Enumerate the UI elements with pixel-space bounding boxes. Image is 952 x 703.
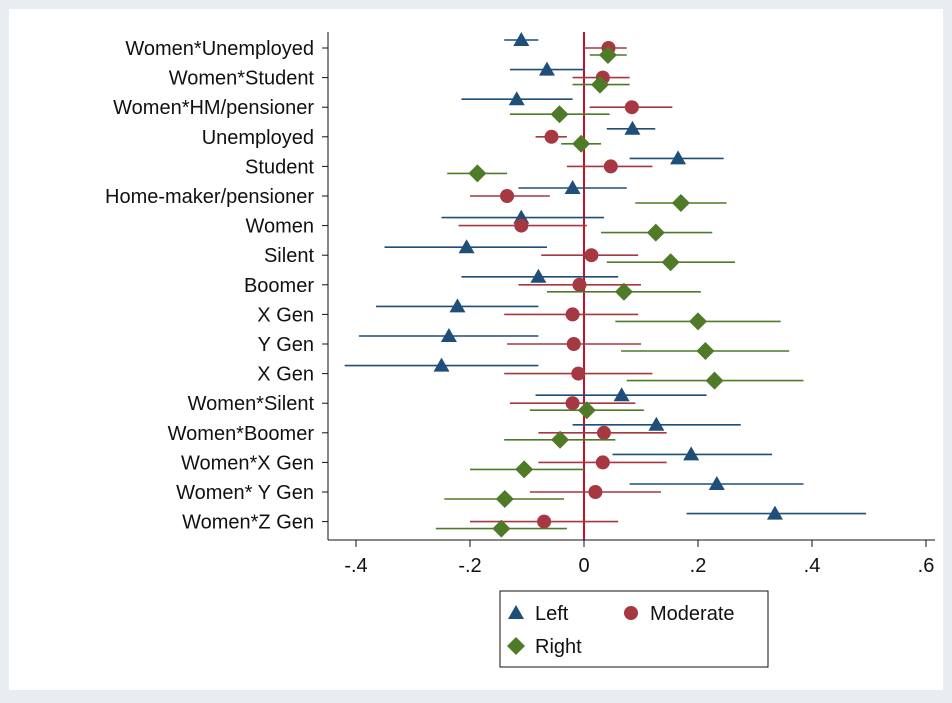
series-layer (344, 32, 867, 538)
data-point (670, 150, 687, 165)
data-point (708, 476, 725, 490)
y-tick-label: Women*Unemployed (125, 38, 314, 60)
data-point (572, 134, 591, 153)
data-point (646, 223, 665, 242)
legend-item-moderate: Moderate (624, 603, 735, 625)
data-point (572, 277, 587, 292)
data-point (595, 455, 610, 470)
x-tick-label: .4 (804, 555, 821, 577)
data-point (449, 298, 466, 313)
y-tick-label: Women*X Gen (181, 452, 314, 474)
data-point (566, 337, 581, 351)
data-point (530, 268, 547, 283)
x-tick-label: -.4 (344, 555, 367, 577)
legend-item-right: Right (507, 636, 582, 658)
data-point (495, 490, 514, 508)
data-point (564, 180, 581, 194)
data-point (671, 194, 690, 212)
y-tick-label: Women* Y Gen (176, 482, 314, 504)
data-point (661, 253, 680, 272)
data-point (624, 120, 641, 135)
data-point (584, 248, 599, 263)
data-point (596, 425, 611, 440)
y-tick-label: Y Gen (258, 334, 314, 356)
y-tick-label: X Gen (257, 304, 314, 326)
x-axis: -.4 -.2 0 .2 .4 .6 (328, 539, 935, 577)
data-point (577, 401, 596, 420)
y-tick-label: Women (245, 216, 314, 238)
y-tick-label: Home-maker/pensioner (105, 186, 314, 208)
data-point (514, 218, 529, 233)
data-point (613, 387, 630, 402)
y-tick-label: Boomer (244, 275, 314, 297)
y-tick-label: Silent (264, 245, 314, 267)
data-point (508, 91, 525, 106)
y-tick-label: Women*HM/pensioner (113, 97, 314, 119)
x-tick-label: -.2 (458, 555, 481, 577)
data-point (492, 519, 511, 538)
data-point (603, 159, 618, 174)
data-point (538, 61, 555, 76)
legend-box (499, 590, 769, 668)
legend-label: Right (535, 636, 582, 658)
y-tick-label: Women*Z Gen (182, 512, 314, 534)
data-point (705, 371, 724, 390)
data-point (683, 446, 700, 461)
x-tick-label: .6 (918, 555, 935, 577)
x-tick-label: .2 (690, 555, 707, 577)
legend-triangle-marker (508, 605, 524, 619)
legend-circle-marker (624, 606, 638, 620)
legend-item-left: Left (508, 603, 569, 625)
x-tick-label: 0 (578, 555, 589, 577)
data-point (551, 430, 570, 449)
data-point (571, 366, 586, 381)
data-point (433, 357, 450, 372)
y-axis: Women*Unemployed Women*Student Women*HM/pe… (105, 32, 329, 540)
data-point (513, 32, 530, 46)
data-point (588, 485, 603, 499)
y-tick-label: Student (245, 156, 314, 178)
data-point (766, 505, 783, 520)
data-point (440, 328, 457, 342)
data-point (689, 312, 707, 331)
data-point (500, 189, 515, 203)
data-point (565, 307, 580, 322)
data-point (614, 282, 633, 301)
legend-diamond-marker (507, 637, 525, 655)
data-point (648, 416, 665, 431)
y-tick-label: Women*Silent (188, 393, 315, 415)
y-tick-label: Women*Student (169, 68, 315, 90)
data-point (544, 129, 559, 144)
data-point (550, 105, 569, 124)
data-point (468, 164, 487, 183)
data-point (598, 46, 617, 64)
data-point (458, 239, 475, 254)
legend-label: Left (535, 603, 569, 625)
legend-label: Moderate (650, 603, 735, 625)
plot-area (9, 9, 943, 690)
data-point (515, 460, 534, 479)
data-point (537, 514, 552, 529)
data-point (565, 396, 580, 411)
y-tick-label: Women*Boomer (168, 423, 315, 445)
data-point (590, 75, 609, 94)
data-point (624, 100, 639, 115)
data-point (696, 342, 715, 360)
series-left (344, 32, 867, 520)
y-tick-label: Unemployed (202, 127, 314, 149)
series-right (435, 46, 804, 538)
series-moderate (458, 41, 673, 529)
legend: Left Moderate Right (499, 590, 769, 668)
y-tick-label: X Gen (257, 364, 314, 386)
